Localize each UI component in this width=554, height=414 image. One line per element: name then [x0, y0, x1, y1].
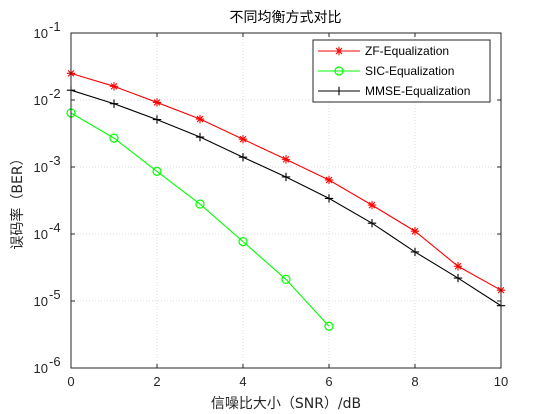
x-axis-title: 信噪比大小（SNR）/dB — [211, 396, 361, 412]
data-point-sic-equalization-5 — [281, 274, 291, 285]
y-tick-label-exponent-4: -2 — [49, 86, 61, 101]
data-point-zf-equalization-1 — [109, 82, 119, 91]
legend-marker-zf-equalization — [334, 46, 344, 56]
y-tick-label-base-4: 10 — [34, 93, 48, 108]
axes — [70, 32, 502, 369]
legend-marker-sic-equalization — [334, 66, 344, 76]
y-axis-title: 误码率（BER） — [9, 151, 26, 249]
y-tick-label-base-1: 10 — [34, 294, 48, 309]
legend-marker-mmse-equalization — [334, 86, 344, 96]
data-point-mmse-equalization-1 — [109, 99, 119, 108]
y-tick-label-exponent-3: -3 — [49, 153, 61, 168]
data-point-sic-equalization-2 — [152, 166, 162, 176]
data-point-zf-equalization-7 — [367, 200, 377, 210]
data-point-sic-equalization-6 — [324, 321, 334, 331]
legend-label-mmse-equalization: MMSE-Equalization — [365, 84, 470, 98]
data-point-sic-equalization-1 — [109, 133, 119, 143]
series-mmse-equalization — [66, 86, 506, 310]
x-tick-label-1: 2 — [153, 374, 160, 389]
data-point-zf-equalization-5 — [281, 155, 291, 164]
x-tick-label-2: 4 — [239, 374, 246, 389]
data-point-sic-equalization-3 — [195, 199, 205, 209]
y-tick-label-base-3: 10 — [34, 160, 48, 175]
data-point-mmse-equalization-3 — [195, 132, 205, 142]
legend: ZF-Equalization SIC-Equalization MMSE-Equa… — [312, 39, 491, 103]
axes-box — [70, 32, 502, 369]
data-point-mmse-equalization-6 — [324, 194, 334, 203]
series-sic-equalization — [66, 108, 334, 331]
data-point-mmse-equalization-5 — [281, 172, 291, 182]
data-point-sic-equalization-4 — [238, 237, 248, 247]
data-point-zf-equalization-9 — [453, 262, 463, 271]
y-tick-label-exponent-0: -6 — [49, 354, 61, 369]
x-tick-label-4: 8 — [411, 374, 418, 389]
data-point-zf-equalization-4 — [238, 134, 248, 144]
data-point-zf-equalization-6 — [324, 175, 334, 185]
data-point-mmse-equalization-2 — [152, 115, 162, 124]
series-line-sic-equalization — [70, 112, 330, 327]
x-tick-label-0: 0 — [67, 374, 74, 389]
x-tick-label-5: 10 — [494, 374, 508, 389]
data-point-zf-equalization-2 — [152, 98, 162, 107]
y-tick-label-exponent-5: -1 — [49, 19, 61, 34]
legend-label-zf-equalization: ZF-Equalization — [365, 44, 449, 58]
y-tick-label-base-2: 10 — [34, 227, 48, 242]
legend-label-sic-equalization: SIC-Equalization — [365, 64, 454, 78]
y-tick-label-base-5: 10 — [34, 26, 48, 41]
y-tick-label-exponent-1: -5 — [49, 287, 61, 302]
data-point-zf-equalization-3 — [195, 114, 205, 124]
y-tick-label-base-0: 10 — [34, 361, 48, 376]
data-point-mmse-equalization-9 — [453, 273, 463, 283]
y-tick-label-exponent-2: -4 — [49, 220, 61, 235]
data-point-mmse-equalization-7 — [367, 218, 377, 228]
data-point-mmse-equalization-4 — [238, 153, 248, 162]
data-point-mmse-equalization-8 — [410, 247, 420, 257]
x-tick-label-3: 6 — [325, 374, 332, 389]
data-point-zf-equalization-8 — [410, 227, 420, 236]
chart-title: 不同均衡方式对比 — [230, 10, 342, 26]
